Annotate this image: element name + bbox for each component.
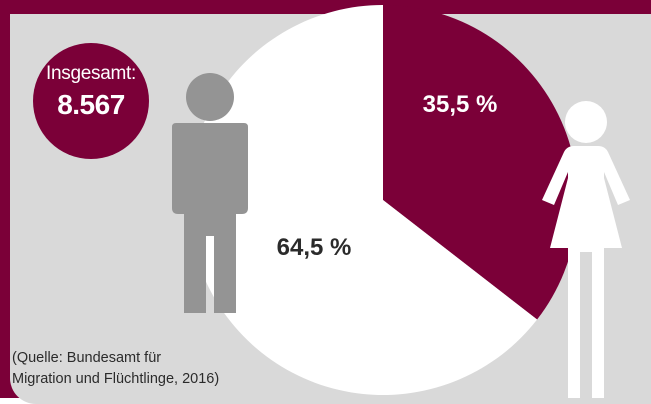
source-line-2: Migration und Flüchtlinge, 2016) — [12, 371, 220, 387]
total-value: 8.567 — [57, 89, 125, 120]
slice-label-women: 35,5 % — [423, 91, 498, 118]
source-line-1: (Quelle: Bundesamt für — [12, 350, 162, 366]
pie-slices — [187, 5, 578, 395]
slice-label-men: 64,5 % — [277, 234, 352, 261]
total-badge: Insgesamt: 8.567 — [33, 43, 149, 159]
total-label: Insgesamt: — [46, 63, 136, 84]
pie-slice-women — [383, 5, 578, 320]
pie-slice-men — [187, 5, 538, 395]
man-figure-icon — [172, 73, 248, 313]
source-note: (Quelle: Bundesamt für Migration und Flü… — [12, 348, 219, 390]
woman-figure-icon — [542, 101, 630, 398]
